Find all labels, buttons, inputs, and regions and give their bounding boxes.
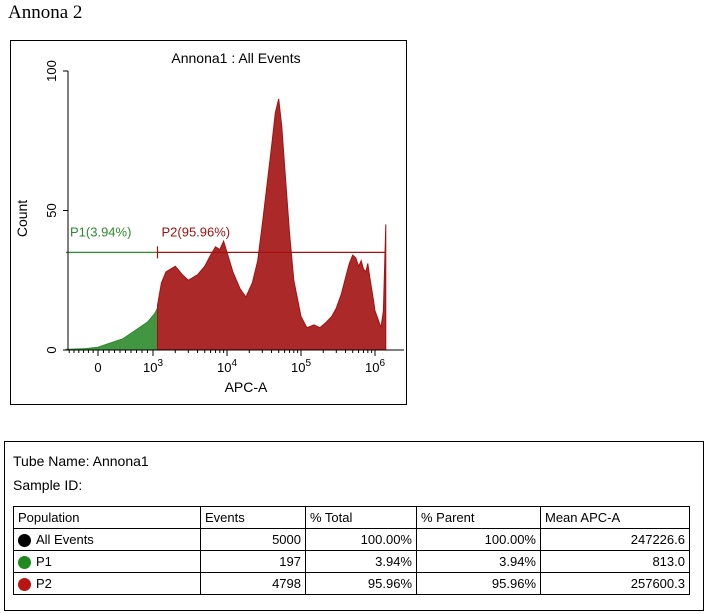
x-tick-label: 105 — [291, 358, 311, 375]
y-axis-label: Count — [14, 200, 30, 237]
population-name: All Events — [36, 531, 94, 547]
population-color-dot — [18, 556, 31, 570]
total-cell: 100.00% — [305, 528, 417, 551]
gate-p1-label: P1(3.94%) — [70, 224, 131, 239]
population-cell: P2 — [13, 572, 201, 595]
y-tick-label: 0 — [44, 346, 59, 353]
population-name: P1 — [36, 553, 52, 569]
sample-id: Sample ID: — [13, 477, 83, 493]
x-tick-label: 0 — [94, 360, 101, 375]
population-color-dot — [18, 578, 31, 592]
table-row: All Events 5000 100.00% 100.00% 247226.6 — [13, 528, 690, 551]
figure-label: Annona 2 — [8, 2, 83, 23]
tube-name: Tube Name: Annona1 — [13, 453, 149, 469]
population-name: P2 — [36, 575, 52, 591]
events-cell: 5000 — [200, 528, 306, 551]
column-header-parent: % Parent — [416, 506, 541, 529]
population-cell: All Events — [13, 528, 201, 551]
column-header-events: Events — [200, 506, 306, 529]
histogram-chart: Annona1 : All Events P1(3.94%) P2(95.96%) 0… — [14, 50, 404, 395]
total-cell: 95.96% — [305, 572, 417, 595]
histogram-panel: Annona1 : All Events P1(3.94%) P2(95.96%) 0… — [10, 40, 407, 405]
x-tick-label: 104 — [217, 358, 237, 375]
table-header-row: Population Events % Total % Parent Mean … — [13, 506, 690, 529]
parent-cell: 3.94% — [416, 550, 541, 573]
x-tick-label: 103 — [143, 358, 163, 375]
x-tick-label: 106 — [365, 358, 385, 375]
statistics-panel: Tube Name: Annona1 Sample ID: Population… — [4, 441, 704, 611]
mean-cell: 813.0 — [540, 550, 690, 573]
statistics-table: Population Events % Total % Parent Mean … — [13, 506, 690, 595]
events-cell: 4798 — [200, 572, 306, 595]
y-tick-label: 50 — [44, 203, 59, 217]
x-axis-label: APC-A — [225, 379, 268, 395]
parent-cell: 95.96% — [416, 572, 541, 595]
mean-cell: 257600.3 — [540, 572, 690, 595]
population-color-dot — [18, 534, 31, 548]
column-header-population: Population — [13, 506, 201, 529]
chart-title: Annona1 : All Events — [171, 50, 300, 66]
series-p2-area — [156, 98, 387, 351]
table-row: P1 197 3.94% 3.94% 813.0 — [13, 550, 690, 573]
mean-cell: 247226.6 — [540, 528, 690, 551]
gate-p2-label: P2(95.96%) — [161, 224, 230, 239]
parent-cell: 100.00% — [416, 528, 541, 551]
series-p1-area — [65, 307, 158, 351]
y-tick-label: 100 — [44, 60, 59, 82]
total-cell: 3.94% — [305, 550, 417, 573]
table-row: P2 4798 95.96% 95.96% 257600.3 — [13, 572, 690, 595]
column-header-total: % Total — [305, 506, 417, 529]
events-cell: 197 — [200, 550, 306, 573]
population-cell: P1 — [13, 550, 201, 573]
column-header-mean: Mean APC-A — [540, 506, 690, 529]
